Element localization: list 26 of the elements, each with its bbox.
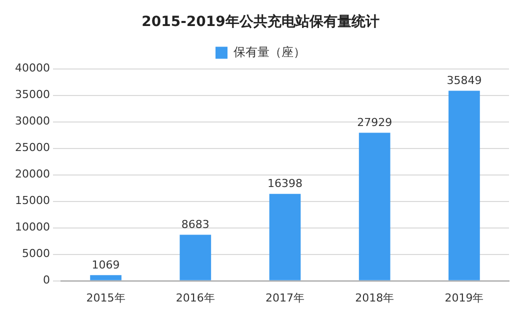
data-label: 1069 (92, 258, 120, 272)
y-tick-label: 0 (42, 274, 50, 287)
data-label: 35849 (446, 74, 482, 88)
chart-title: 2015-2019年公共充电站保有量统计 (142, 13, 380, 30)
data-label: 8683 (181, 218, 210, 232)
y-tick-label: 15000 (14, 194, 50, 208)
y-tick-label: 30000 (14, 114, 50, 128)
bar (180, 234, 212, 280)
y-tick-label: 5000 (22, 247, 50, 260)
data-label: 16398 (267, 177, 302, 190)
y-tick-label: 25000 (14, 141, 50, 154)
x-tick-label: 2015年 (86, 291, 126, 304)
y-tick-label: 10000 (14, 220, 50, 234)
y-tick-label: 20000 (14, 168, 50, 181)
x-tick-label: 2016年 (176, 291, 215, 304)
legend-label: 保有量（座） (234, 44, 306, 59)
x-tick-label: 2017年 (265, 291, 304, 304)
bar (90, 275, 122, 280)
bar (269, 194, 301, 280)
x-tick-label: 2019年 (444, 291, 484, 304)
bar (358, 132, 390, 280)
y-tick-label: 35000 (14, 88, 50, 102)
data-label: 27929 (357, 116, 392, 130)
bar (448, 90, 480, 280)
x-tick-label: 2018年 (355, 291, 394, 304)
y-tick-label: 40000 (14, 62, 50, 75)
